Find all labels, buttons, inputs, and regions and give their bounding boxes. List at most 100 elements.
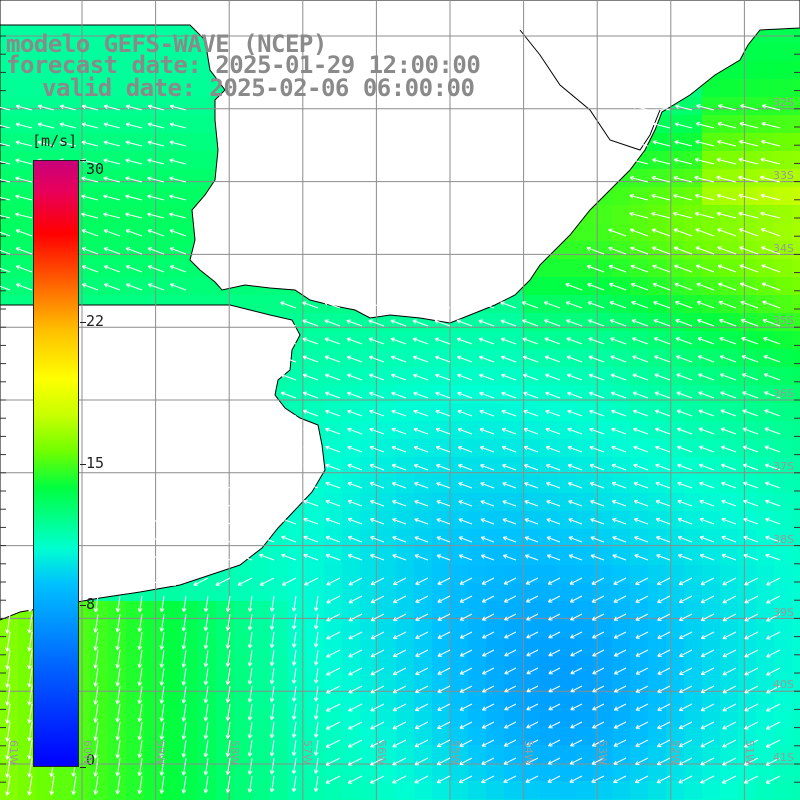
wind-arrow [739, 282, 759, 291]
speed-cell [792, 169, 800, 188]
wind-arrow [103, 176, 121, 183]
wind-arrow [504, 703, 517, 711]
wind-arrow [5, 757, 11, 778]
wind-arrow [502, 554, 517, 561]
speed-cell [414, 547, 433, 566]
wind-arrow [15, 122, 33, 129]
speed-cell [234, 691, 253, 710]
speed-cell [756, 385, 775, 404]
wind-arrow [744, 577, 759, 586]
speed-cell [594, 331, 613, 350]
speed-cell [432, 331, 451, 350]
speed-cell [702, 385, 721, 404]
speed-cell [558, 547, 577, 566]
wind-arrow [610, 373, 627, 381]
speed-cell [162, 655, 181, 674]
wind-arrow [629, 228, 649, 237]
speed-cell [720, 385, 739, 404]
wind-arrow [589, 463, 605, 471]
speed-cell [486, 637, 505, 656]
speed-cell [180, 277, 199, 296]
speed-cell [576, 709, 595, 728]
wind-arrow [0, 178, 11, 183]
speed-cell [90, 187, 109, 206]
speed-cell [216, 583, 235, 602]
wind-arrow [412, 319, 429, 327]
wind-arrow [281, 553, 297, 561]
wind-arrow [479, 427, 495, 435]
speed-cell [558, 691, 577, 710]
speed-cell [594, 583, 613, 602]
speed-cell [522, 511, 541, 530]
speed-cell [540, 619, 559, 638]
speed-cell [90, 763, 109, 782]
speed-cell [756, 43, 775, 62]
wind-arrow [269, 595, 275, 612]
lon-label: 52W [669, 740, 683, 765]
speed-cell [702, 421, 721, 440]
wind-arrow [739, 246, 759, 255]
speed-cell [720, 673, 739, 692]
speed-cell [288, 367, 307, 386]
wind-arrow [548, 667, 561, 675]
speed-cell [234, 637, 253, 656]
wind-arrow [258, 481, 275, 489]
speed-cell [630, 583, 649, 602]
speed-cell [684, 205, 703, 224]
wind-arrow [676, 409, 693, 417]
speed-cell [54, 25, 73, 44]
speed-cell [324, 529, 343, 548]
wind-arrow [412, 337, 429, 345]
wind-arrow [390, 319, 407, 327]
wind-arrow [81, 194, 99, 201]
speed-cell [144, 25, 163, 44]
speed-cell [612, 637, 631, 656]
wind-arrow [741, 336, 759, 345]
wind-arrow [503, 775, 517, 783]
wind-arrow [612, 517, 627, 525]
wind-arrow [347, 535, 363, 543]
speed-cell [756, 691, 775, 710]
wind-arrow [609, 282, 627, 291]
wind-arrow [700, 775, 715, 784]
wind-arrow [115, 775, 121, 795]
speed-cell [720, 709, 739, 728]
speed-cell [774, 259, 793, 278]
wind-arrow [631, 104, 649, 111]
wind-arrow [678, 595, 693, 604]
speed-cell [648, 403, 667, 422]
wind-arrow [744, 649, 759, 658]
wind-arrow [481, 685, 495, 693]
wind-arrow [738, 211, 759, 219]
speed-cell [90, 781, 109, 800]
wind-arrow [721, 499, 737, 507]
wind-arrow [654, 373, 671, 381]
speed-cell [432, 349, 451, 368]
wind-arrow [280, 355, 297, 363]
speed-cell [288, 781, 307, 800]
wind-arrow [695, 264, 715, 273]
speed-cell [774, 331, 793, 350]
speed-cell [234, 655, 253, 674]
wind-arrow [695, 139, 715, 147]
speed-cell [684, 583, 703, 602]
wind-arrow [612, 536, 627, 543]
speed-cell [612, 457, 631, 476]
wind-arrow [635, 721, 649, 729]
wind-arrow [436, 757, 451, 766]
wind-arrow [392, 667, 407, 676]
wind-arrow [635, 631, 649, 639]
wind-arrow [720, 427, 737, 435]
speed-cell [198, 133, 217, 152]
speed-cell [468, 601, 487, 620]
speed-cell [774, 169, 793, 188]
speed-cell [540, 745, 559, 764]
wind-arrow [169, 104, 187, 111]
speed-cell [684, 403, 703, 422]
wind-arrow [613, 757, 627, 765]
speed-cell [792, 583, 800, 602]
speed-cell [90, 61, 109, 80]
wind-arrow [236, 553, 253, 561]
speed-cell [324, 439, 343, 458]
wind-arrow [720, 409, 737, 417]
